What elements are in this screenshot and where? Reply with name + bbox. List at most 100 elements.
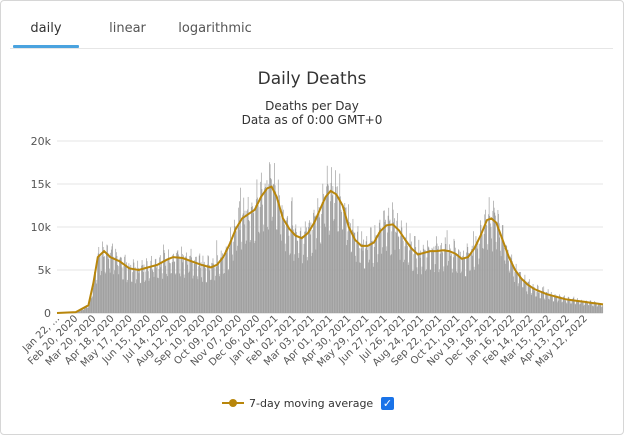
bar	[400, 220, 402, 313]
y-tick-label: 10k	[31, 221, 52, 234]
bar	[84, 306, 86, 313]
bar	[115, 252, 117, 313]
bar	[477, 240, 479, 313]
bar	[222, 258, 224, 313]
bar	[264, 188, 265, 313]
bar	[413, 254, 415, 313]
bar	[196, 276, 198, 313]
bar	[523, 279, 525, 313]
bar	[554, 295, 555, 313]
bar	[100, 271, 102, 313]
bar	[235, 231, 237, 313]
bar	[86, 305, 88, 313]
bar	[196, 256, 198, 313]
bar	[205, 281, 207, 313]
bar	[176, 251, 178, 313]
bar	[576, 299, 577, 313]
bar	[582, 302, 584, 313]
bar	[277, 179, 279, 313]
bar	[347, 231, 349, 313]
bar	[154, 259, 156, 313]
bar	[218, 262, 219, 313]
bar	[95, 273, 96, 313]
bar	[122, 279, 123, 313]
bar	[377, 262, 378, 313]
bar	[578, 301, 580, 313]
bar	[209, 270, 211, 313]
bar	[435, 245, 437, 313]
bar	[373, 246, 375, 313]
bar	[307, 260, 309, 313]
bar	[437, 249, 439, 313]
bar	[346, 245, 348, 313]
bar	[110, 249, 112, 313]
bar	[227, 270, 229, 313]
bar	[409, 233, 411, 313]
bar	[166, 276, 168, 313]
bar	[520, 278, 522, 313]
bar	[598, 303, 600, 313]
bar	[432, 249, 433, 313]
bar	[284, 243, 286, 313]
bar	[309, 234, 311, 313]
bar	[599, 303, 600, 313]
bar	[276, 229, 278, 313]
bar	[183, 274, 185, 313]
bar	[545, 293, 546, 313]
bar	[592, 305, 594, 313]
bar	[254, 240, 256, 313]
bar	[489, 216, 491, 313]
bar	[473, 266, 475, 313]
bar	[133, 262, 135, 313]
tab-logarithmic[interactable]: logarithmic	[178, 21, 252, 36]
bar	[118, 274, 120, 313]
bar	[145, 271, 147, 313]
bar	[173, 261, 175, 313]
bar	[587, 303, 589, 313]
bar	[471, 249, 472, 313]
bar	[148, 271, 149, 313]
bar	[93, 278, 95, 313]
bar	[601, 306, 603, 313]
bar	[570, 303, 572, 313]
bar	[476, 241, 477, 313]
tab-daily[interactable]: daily	[30, 21, 62, 36]
bar	[109, 272, 111, 313]
bar	[341, 211, 342, 313]
bar	[464, 276, 466, 313]
bar	[444, 248, 445, 313]
bar	[596, 306, 598, 313]
bar	[217, 255, 218, 313]
bar	[207, 255, 209, 313]
bar	[344, 203, 346, 313]
bar	[128, 263, 130, 313]
bar	[565, 300, 567, 313]
bar	[96, 279, 98, 313]
bar	[550, 291, 552, 313]
bar	[228, 247, 230, 313]
bar	[185, 257, 187, 313]
bar	[376, 238, 378, 313]
bar	[142, 272, 144, 313]
bar	[592, 306, 594, 313]
bar	[466, 252, 467, 313]
bar	[465, 276, 467, 313]
bar	[543, 286, 545, 313]
bar	[331, 167, 332, 313]
bar	[225, 249, 226, 313]
bar	[403, 262, 405, 313]
bar	[281, 240, 282, 313]
bar	[206, 282, 208, 313]
moving-average-checkbox[interactable]: ✓	[381, 397, 394, 410]
bar	[450, 255, 452, 313]
bar	[328, 234, 330, 313]
tab-linear[interactable]: linear	[109, 21, 146, 36]
bar	[474, 269, 476, 313]
bar	[204, 264, 206, 313]
bar	[472, 255, 474, 313]
bar	[398, 237, 400, 313]
bar	[184, 277, 186, 313]
bar	[139, 283, 141, 313]
bar	[229, 241, 231, 313]
bar	[299, 231, 301, 313]
